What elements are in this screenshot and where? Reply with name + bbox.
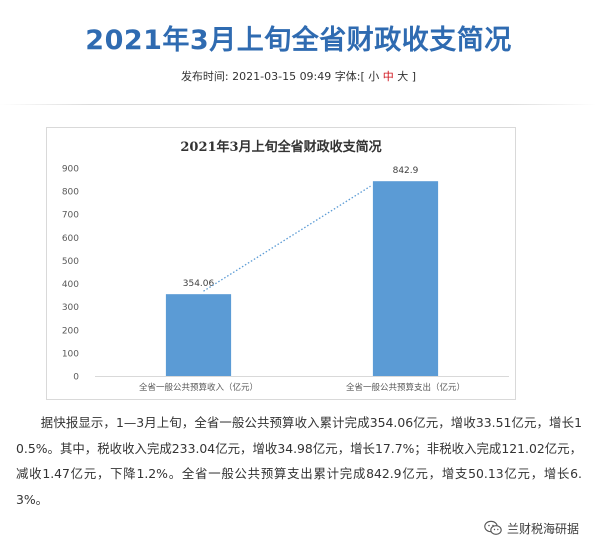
watermark-text: 兰财税海研据 bbox=[506, 521, 579, 536]
wechat-icon bbox=[484, 520, 502, 535]
chart-bar bbox=[372, 181, 439, 376]
y-tick-label: 100 bbox=[62, 349, 79, 359]
chart-bar bbox=[165, 294, 232, 376]
y-tick-label: 500 bbox=[62, 257, 79, 267]
publish-info: 发布时间: 2021-03-15 09:49 字体:[ bbox=[180, 70, 365, 83]
article-body: 据快报显示，1—3月上旬，全省一般公共预算收入累计完成354.06亿元，增收33… bbox=[16, 415, 582, 507]
font-size-medium-button[interactable]: 中 bbox=[382, 70, 394, 83]
y-tick-label: 800 bbox=[62, 188, 79, 198]
trendline bbox=[203, 185, 371, 292]
watermark: 兰财税海研据 bbox=[484, 517, 579, 539]
data-label: 842.9 bbox=[393, 166, 419, 176]
data-label: 354.06 bbox=[183, 279, 215, 289]
chart-title: 2021年3月上旬全省财政收支简况 bbox=[180, 140, 382, 155]
y-tick-label: 0 bbox=[73, 373, 79, 383]
article-meta: 发布时间: 2021-03-15 09:49 字体:[ 小 中 大 ] bbox=[0, 68, 597, 84]
x-tick-label: 全省一般公共预算收入（亿元） bbox=[139, 382, 258, 393]
bar-chart: 0 100 200 300 400 500 600 700 800 900 354.06 全省一般公共… bbox=[46, 127, 516, 400]
y-tick-label: 700 bbox=[62, 211, 79, 221]
x-tick-label: 全省一般公共预算支出（亿元） bbox=[346, 382, 465, 393]
y-tick-label: 200 bbox=[62, 326, 79, 336]
title-divider bbox=[0, 104, 597, 105]
meta-suffix: ] bbox=[411, 70, 417, 83]
font-size-large-button[interactable]: 大 bbox=[397, 70, 409, 83]
y-tick-label: 900 bbox=[62, 165, 79, 175]
chart-canvas: 0 100 200 300 400 500 600 700 800 900 354.06 全省一般公共… bbox=[62, 165, 509, 393]
y-tick-label: 300 bbox=[62, 303, 79, 313]
y-tick-label: 600 bbox=[62, 234, 79, 244]
y-tick-label: 400 bbox=[62, 280, 79, 290]
page-title: 2021年3月上旬全省财政收支简况 bbox=[85, 25, 512, 56]
font-size-small-button[interactable]: 小 bbox=[368, 70, 380, 83]
